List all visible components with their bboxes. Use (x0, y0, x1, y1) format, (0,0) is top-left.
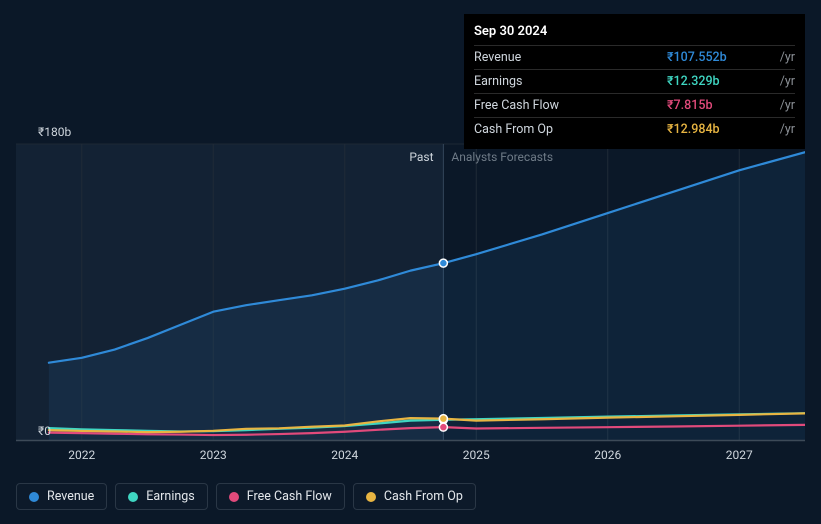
xaxis-tick: 2025 (463, 448, 490, 462)
tooltip-value: ₹12.984b (667, 118, 780, 142)
region-label-past: Past (409, 150, 433, 164)
tooltip-suffix: /yr (780, 70, 795, 94)
tooltip-row: Earnings ₹12.329b /yr (474, 70, 795, 94)
xaxis-tick: 2026 (594, 448, 621, 462)
legend-item-fcf[interactable]: Free Cash Flow (216, 483, 345, 510)
legend-label: Cash From Op (384, 489, 463, 504)
legend-label: Earnings (146, 489, 194, 504)
tooltip-label: Cash From Op (474, 118, 667, 142)
legend-item-earnings[interactable]: Earnings (115, 483, 207, 510)
tooltip-suffix: /yr (780, 94, 795, 118)
tooltip-label: Free Cash Flow (474, 94, 667, 118)
chart-legend: Revenue Earnings Free Cash Flow Cash Fro… (16, 483, 476, 510)
tooltip-label: Earnings (474, 70, 667, 94)
tooltip-table: Revenue ₹107.552b /yr Earnings ₹12.329b … (474, 45, 795, 141)
tooltip-value: ₹12.329b (667, 70, 780, 94)
tooltip-suffix: /yr (780, 118, 795, 142)
yaxis-tick-lo: ₹0 (38, 424, 51, 438)
tooltip-row: Free Cash Flow ₹7.815b /yr (474, 94, 795, 118)
chart-tooltip: Sep 30 2024 Revenue ₹107.552b /yr Earnin… (464, 14, 805, 149)
legend-label: Free Cash Flow (247, 489, 332, 504)
xaxis-tick: 2024 (331, 448, 358, 462)
tooltip-row: Cash From Op ₹12.984b /yr (474, 118, 795, 142)
legend-item-cfo[interactable]: Cash From Op (353, 483, 476, 510)
region-label-forecast: Analysts Forecasts (451, 150, 553, 164)
swatch-icon (29, 492, 39, 502)
legend-label: Revenue (47, 489, 94, 504)
legend-item-revenue[interactable]: Revenue (16, 483, 107, 510)
xaxis-tick: 2027 (726, 448, 753, 462)
forecast-chart: ₹180b ₹0 Past Analysts Forecasts Sep 30 … (16, 0, 805, 524)
swatch-icon (366, 492, 376, 502)
swatch-icon (128, 492, 138, 502)
tooltip-row: Revenue ₹107.552b /yr (474, 46, 795, 70)
tooltip-value: ₹7.815b (667, 94, 780, 118)
tooltip-suffix: /yr (780, 46, 795, 70)
tooltip-value: ₹107.552b (667, 46, 780, 70)
yaxis-tick-hi: ₹180b (38, 125, 71, 139)
tooltip-title: Sep 30 2024 (474, 20, 795, 45)
tooltip-label: Revenue (474, 46, 667, 70)
xaxis-tick: 2023 (200, 448, 227, 462)
swatch-icon (229, 492, 239, 502)
xaxis-tick: 2022 (68, 448, 95, 462)
